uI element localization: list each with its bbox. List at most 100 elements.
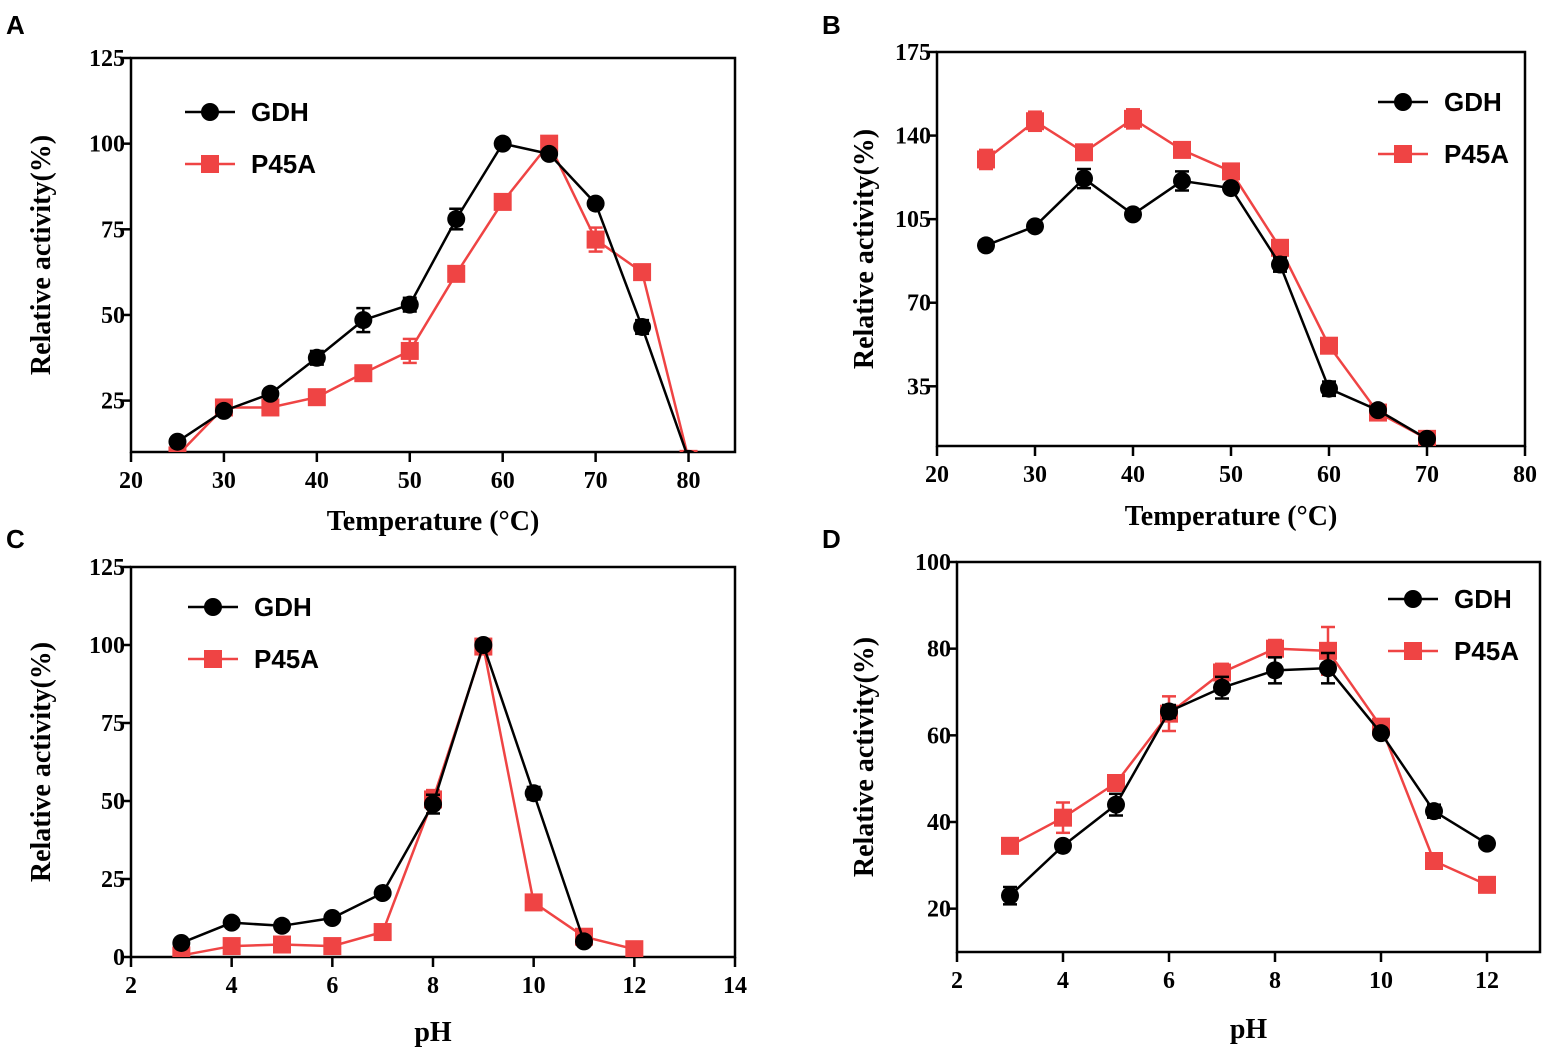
data-point — [261, 398, 280, 417]
legend-entry-gdh: GDH — [188, 592, 312, 622]
y-tick-label: 125 — [89, 46, 125, 72]
x-tick-label: 12 — [1475, 968, 1499, 994]
y-tick-label: 25 — [101, 389, 125, 415]
legend-marker — [1404, 642, 1422, 660]
y-tick-label: 105 — [895, 207, 931, 233]
x-tick-label: 20 — [925, 462, 949, 488]
data-point — [1054, 836, 1072, 855]
data-point — [1075, 143, 1093, 162]
series-gdh — [172, 636, 593, 952]
legend-label: GDH — [251, 97, 309, 127]
legend-entry-p45a: P45A — [1388, 636, 1519, 666]
series-line — [181, 641, 635, 957]
data-point — [493, 192, 512, 211]
data-point — [373, 923, 392, 942]
legend-entry-p45a: P45A — [1378, 139, 1509, 169]
panel-letter: A — [6, 10, 25, 40]
data-point — [1213, 678, 1231, 697]
data-point — [400, 341, 419, 360]
data-point — [1478, 834, 1496, 853]
x-axis-title: pH — [414, 1017, 452, 1048]
series-line — [179, 141, 689, 452]
data-point — [977, 150, 995, 169]
data-point — [524, 893, 543, 912]
data-point — [682, 449, 695, 452]
data-point — [1369, 401, 1387, 420]
legend-marker — [1394, 93, 1412, 111]
data-point — [1001, 836, 1019, 855]
legend-marker — [204, 598, 222, 616]
legend-entry-p45a: P45A — [185, 149, 316, 179]
y-tick-label: 25 — [101, 867, 125, 893]
data-point — [447, 264, 466, 283]
data-point — [977, 236, 995, 255]
data-point — [1075, 169, 1093, 188]
data-point — [1173, 140, 1191, 159]
data-point — [1478, 875, 1496, 894]
series-line — [1009, 666, 1488, 897]
series-p45a — [1001, 625, 1496, 894]
data-point — [493, 134, 512, 153]
x-tick-label: 20 — [119, 468, 143, 494]
y-tick-label: 50 — [101, 789, 125, 815]
chart-panel-c: C 2 4 6 8 10 12 14 0 25 50 75 100 125 pH Relative activ… — [6, 524, 747, 1048]
legend-marker — [204, 650, 222, 668]
data-point — [447, 210, 466, 229]
data-point — [168, 432, 187, 451]
data-point — [273, 916, 291, 935]
series-line — [985, 117, 1428, 440]
x-tick-label: 6 — [326, 973, 338, 999]
data-point — [261, 384, 280, 403]
plot-frame — [129, 56, 737, 454]
data-point — [1160, 702, 1178, 721]
data-point — [1173, 171, 1191, 190]
series-line — [1009, 647, 1488, 886]
data-point — [323, 909, 342, 927]
chart-panel-d: D 2 4 6 8 10 12 20 40 60 80 100 pH Relative activity(… — [822, 524, 1542, 1045]
panel-letter: C — [6, 524, 25, 554]
data-point — [214, 401, 233, 420]
data-point — [1026, 217, 1044, 236]
data-point — [1124, 109, 1142, 128]
x-tick-label: 50 — [1219, 462, 1243, 488]
y-axis-title: Relative activity(%) — [849, 129, 880, 369]
legend-label: P45A — [1454, 636, 1519, 666]
data-point — [354, 311, 373, 330]
legend-entry-gdh: GDH — [1378, 87, 1502, 117]
x-tick-label: 30 — [212, 468, 236, 494]
plot-frame — [935, 50, 1527, 448]
data-point — [586, 230, 605, 249]
y-tick-label: 80 — [927, 637, 951, 663]
data-point — [1107, 774, 1125, 792]
series-gdh — [1001, 651, 1496, 906]
x-tick-label: 10 — [1369, 968, 1393, 994]
legend-marker — [1404, 590, 1422, 608]
data-point — [1001, 886, 1019, 905]
y-tick-label: 100 — [89, 633, 125, 659]
data-point — [354, 364, 373, 383]
x-tick-label: 60 — [491, 468, 515, 494]
x-tick-label: 8 — [427, 973, 439, 999]
data-point — [400, 295, 419, 314]
y-tick-label: 140 — [895, 124, 931, 150]
data-point — [1107, 795, 1125, 814]
legend-label: P45A — [251, 149, 316, 179]
data-point — [1026, 112, 1044, 131]
x-tick-label: 40 — [305, 468, 329, 494]
plot-frame — [955, 560, 1542, 954]
data-point — [1222, 179, 1240, 198]
legend-label: P45A — [1444, 139, 1509, 169]
series-gdh — [168, 134, 695, 452]
series-line — [985, 176, 1428, 440]
x-tick-label: 70 — [1415, 462, 1439, 488]
legend-label: GDH — [254, 592, 312, 622]
y-tick-label: 125 — [89, 555, 125, 581]
data-point — [1266, 639, 1284, 658]
legend-label: GDH — [1444, 87, 1502, 117]
x-tick-label: 6 — [1163, 968, 1175, 994]
data-point — [307, 388, 326, 407]
y-tick-label: 100 — [915, 550, 951, 576]
x-tick-label: 40 — [1121, 462, 1145, 488]
data-point — [474, 636, 493, 654]
